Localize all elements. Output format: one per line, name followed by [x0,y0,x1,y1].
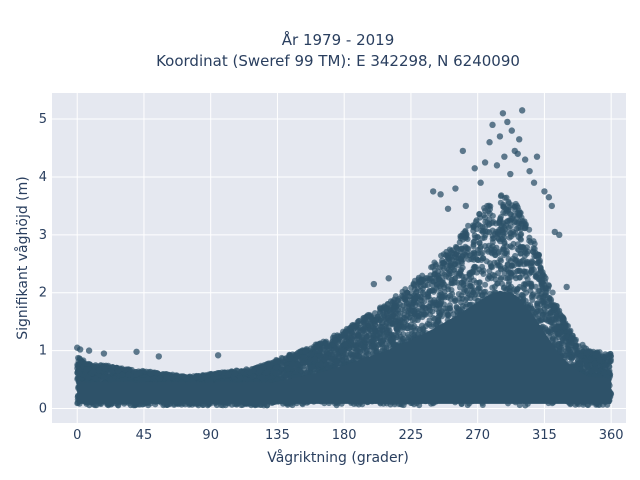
data-point [579,341,586,348]
data-points [74,107,615,409]
data-point [430,315,437,321]
data-point [497,238,504,245]
data-point [497,263,504,270]
data-point [511,203,518,210]
data-point [467,283,474,290]
data-point [428,323,435,330]
data-point [497,199,504,206]
data-point [526,234,533,241]
data-point [480,271,487,277]
data-point [399,337,406,344]
data-point [549,289,556,296]
data-point [465,222,472,229]
chart-title-line-1: År 1979 - 2019 [282,30,395,49]
data-point [532,283,539,290]
data-point [534,260,541,267]
data-point [528,280,535,287]
data-point [377,304,384,311]
data-point [482,281,489,288]
data-point [524,276,531,283]
chart-title-line-2: Koordinat (Sweref 99 TM): E 342298, N 62… [156,52,520,70]
data-point [470,241,477,248]
data-point [489,227,496,234]
data-point [489,232,496,239]
data-point [465,256,472,263]
data-point [455,291,462,297]
data-point [470,256,477,263]
data-point [452,298,458,305]
data-point [534,251,541,258]
